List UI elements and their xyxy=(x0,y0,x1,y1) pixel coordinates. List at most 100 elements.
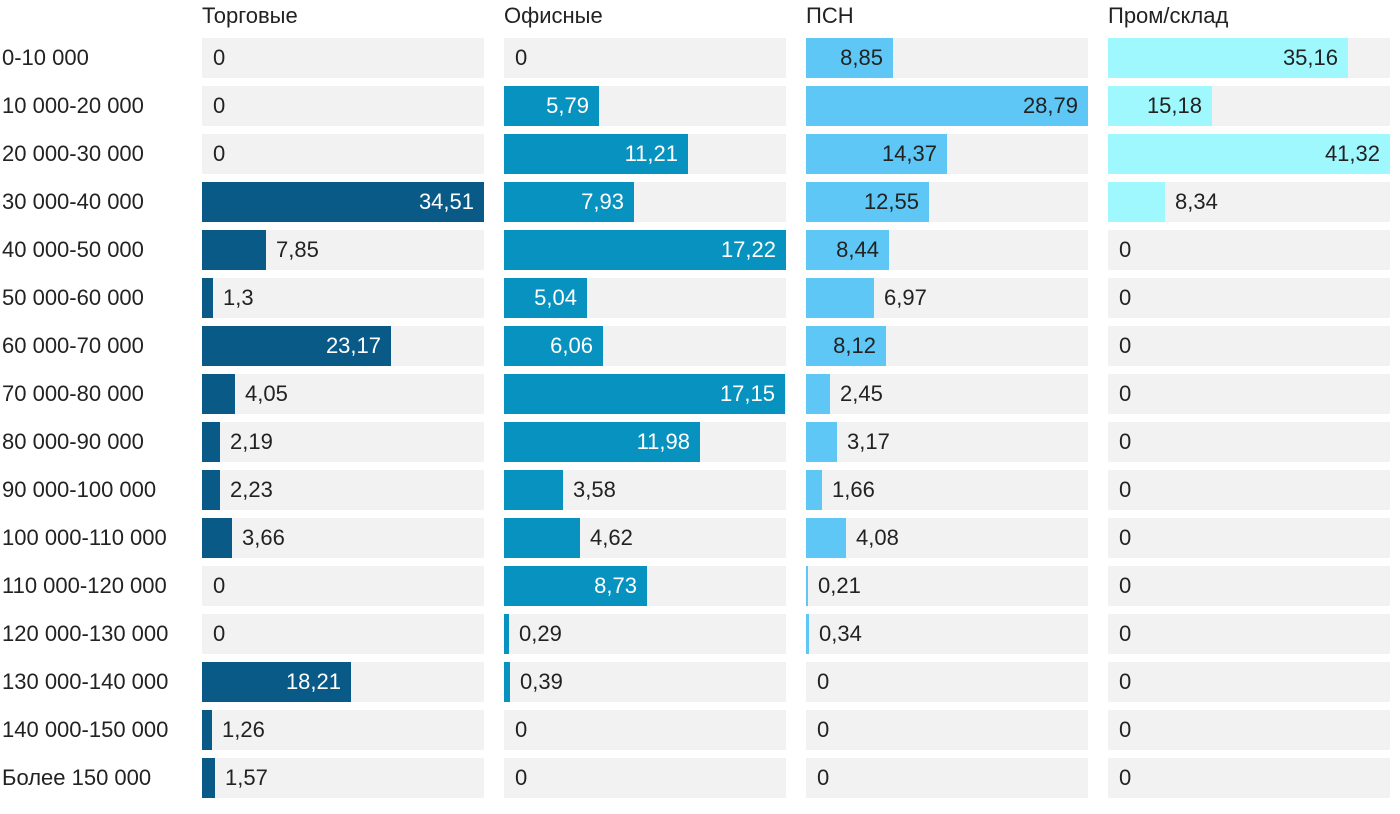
bar-track: 0 xyxy=(1108,374,1390,414)
value-label: 0,29 xyxy=(519,621,562,646)
value-label: 8,34 xyxy=(1175,189,1218,214)
bar-track: 23,17 xyxy=(202,326,484,366)
value-label: 4,08 xyxy=(856,525,899,550)
bar xyxy=(504,182,634,222)
bar-track: 5,79 xyxy=(504,86,786,126)
bar xyxy=(806,374,830,414)
bar-track: 0 xyxy=(806,662,1088,702)
series-header: Пром/склад xyxy=(1108,3,1229,28)
value-label: 5,04 xyxy=(534,285,577,310)
bar xyxy=(806,470,822,510)
bar-track: 18,21 xyxy=(202,662,484,702)
bar xyxy=(504,230,786,270)
bar-track: 0 xyxy=(1108,278,1390,318)
value-label: 0 xyxy=(213,141,226,166)
value-label: 0 xyxy=(817,765,830,790)
bar-track: 3,17 xyxy=(806,422,1088,462)
value-label: 5,79 xyxy=(546,93,589,118)
value-label: 41,32 xyxy=(1324,141,1380,166)
row-label: 80 000-90 000 xyxy=(2,429,144,454)
bar-track: 2,23 xyxy=(202,470,484,510)
bar-track: 7,93 xyxy=(504,182,786,222)
bar xyxy=(504,374,785,414)
value-label: 0 xyxy=(817,669,830,694)
value-label: 0 xyxy=(1119,333,1132,358)
bar xyxy=(806,614,809,654)
bar xyxy=(202,758,215,798)
value-label: 0 xyxy=(213,93,226,118)
bar-track: 0 xyxy=(202,86,484,126)
row-label: 0-10 000 xyxy=(2,45,89,70)
value-label: 0 xyxy=(1119,237,1132,262)
bar-track: 15,18 xyxy=(1108,86,1390,126)
bar xyxy=(806,566,808,606)
value-label: 17,15 xyxy=(719,381,775,406)
bar-track: 0 xyxy=(202,134,484,174)
bar xyxy=(806,278,874,318)
value-label: 17,22 xyxy=(720,237,776,262)
value-label: 0 xyxy=(817,717,830,742)
bar xyxy=(504,134,688,174)
row-label: 140 000-150 000 xyxy=(2,717,169,742)
bar-track: 0 xyxy=(504,710,786,750)
value-label: 6,97 xyxy=(884,285,927,310)
bar-track: 4,08 xyxy=(806,518,1088,558)
bar-track: 0,29 xyxy=(504,614,786,654)
bar-track: 0 xyxy=(1108,326,1390,366)
value-label: 0 xyxy=(515,765,528,790)
row-label: 30 000-40 000 xyxy=(2,189,144,214)
value-label: 1,66 xyxy=(832,477,875,502)
bar xyxy=(504,566,647,606)
value-label: 0 xyxy=(1119,669,1132,694)
value-label: 4,05 xyxy=(245,381,288,406)
row-label: 120 000-130 000 xyxy=(2,621,169,646)
row-label: 60 000-70 000 xyxy=(2,333,144,358)
value-label: 0 xyxy=(1119,621,1132,646)
series-header: Торговые xyxy=(202,3,298,28)
value-label: 0 xyxy=(515,717,528,742)
value-label: 8,44 xyxy=(836,237,879,262)
value-label: 11,98 xyxy=(636,429,690,454)
value-label: 23,17 xyxy=(325,333,381,358)
bar-track: 7,85 xyxy=(202,230,484,270)
series-header: Офисные xyxy=(504,3,603,28)
bar-track: 0,21 xyxy=(806,566,1088,606)
series-header: ПСН xyxy=(806,3,854,28)
bar-track: 34,51 xyxy=(202,182,484,222)
value-label: 0 xyxy=(515,45,528,70)
bar xyxy=(504,470,563,510)
row-label: 50 000-60 000 xyxy=(2,285,144,310)
bar-track: 0 xyxy=(504,38,786,78)
bar-track: 0 xyxy=(1108,422,1390,462)
bar xyxy=(202,710,212,750)
value-label: 0 xyxy=(1119,525,1132,550)
value-label: 7,93 xyxy=(581,189,624,214)
value-label: 0,39 xyxy=(520,669,563,694)
value-label: 1,57 xyxy=(225,765,268,790)
bar xyxy=(504,422,700,462)
value-label: 8,85 xyxy=(840,45,883,70)
value-label: 3,17 xyxy=(847,429,890,454)
value-label: 0,21 xyxy=(818,573,861,598)
bar xyxy=(202,662,351,702)
bar xyxy=(806,326,886,366)
bar-track: 0 xyxy=(1108,710,1390,750)
row-label: Более 150 000 xyxy=(2,765,152,790)
bar xyxy=(504,518,580,558)
value-label: 0 xyxy=(1119,477,1132,502)
bar xyxy=(202,518,232,558)
bar-track: 6,97 xyxy=(806,278,1088,318)
bar xyxy=(202,278,213,318)
bar-track: 0 xyxy=(806,758,1088,798)
value-label: 0,34 xyxy=(819,621,862,646)
bar-track: 4,62 xyxy=(504,518,786,558)
value-label: 2,45 xyxy=(840,381,883,406)
bar-track: 0 xyxy=(1108,518,1390,558)
bar-track: 6,06 xyxy=(504,326,786,366)
bar-track: 0 xyxy=(1108,470,1390,510)
bar-track: 8,85 xyxy=(806,38,1088,78)
value-label: 11,21 xyxy=(624,141,678,166)
row-label: 70 000-80 000 xyxy=(2,381,144,406)
bar-track: 2,45 xyxy=(806,374,1088,414)
bar-track: 1,3 xyxy=(202,278,484,318)
